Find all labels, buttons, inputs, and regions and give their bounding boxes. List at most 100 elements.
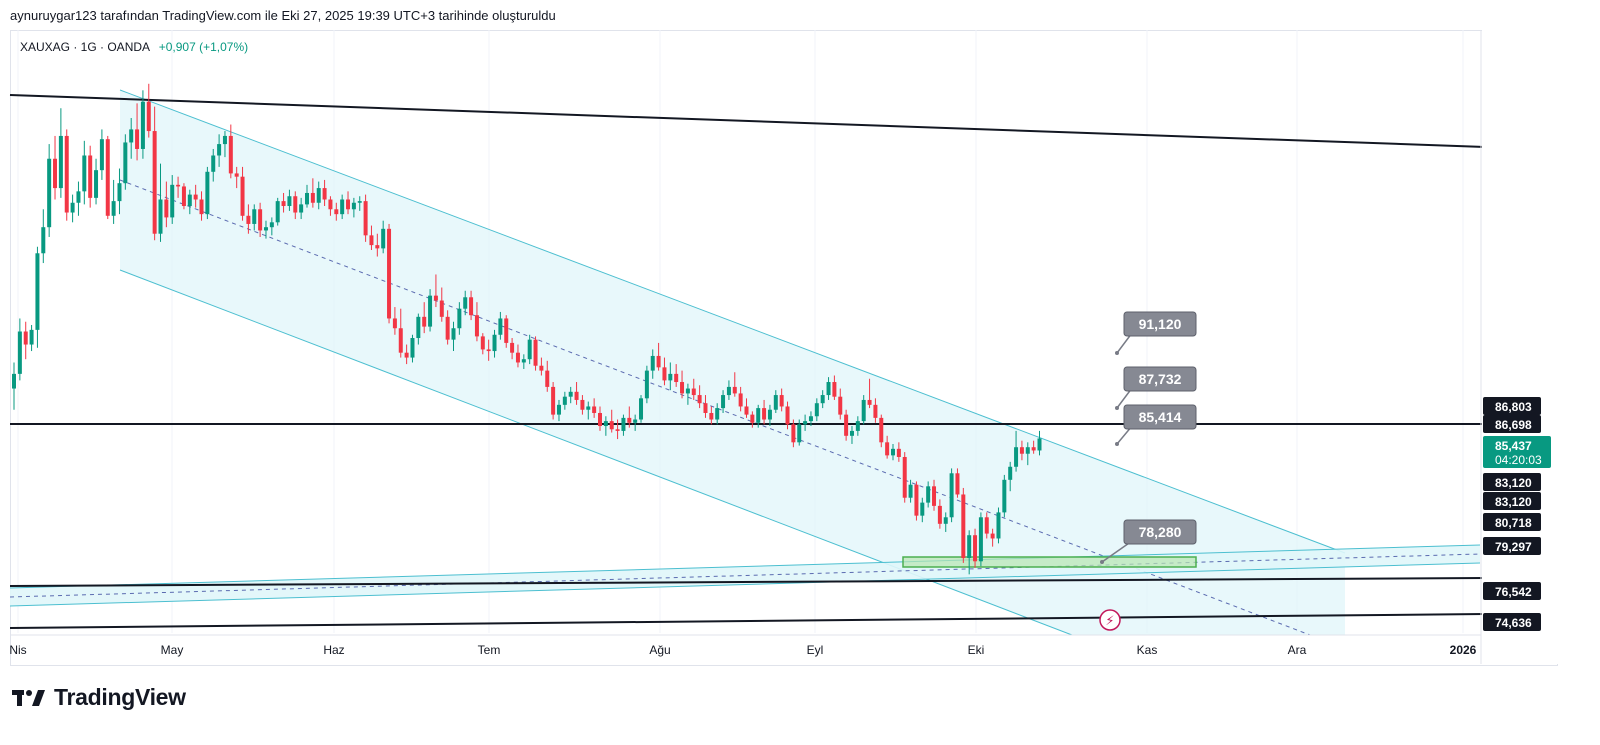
candle-body xyxy=(457,308,462,329)
candle xyxy=(199,191,204,221)
candle-body xyxy=(211,155,216,172)
candle xyxy=(791,419,796,448)
callout-anchor xyxy=(1115,406,1119,410)
candle xyxy=(849,426,854,444)
symbol-change: +0,907 (+1,07%) xyxy=(158,40,249,54)
candle xyxy=(832,375,837,400)
candle xyxy=(228,124,233,179)
candle xyxy=(873,398,878,423)
x-tick-label: Nis xyxy=(9,643,26,657)
candle-body xyxy=(721,395,726,409)
candle xyxy=(973,528,978,568)
candle xyxy=(310,178,315,208)
candle xyxy=(656,342,661,371)
candle xyxy=(187,189,192,215)
candle xyxy=(773,390,778,413)
candle xyxy=(164,181,169,228)
candle xyxy=(17,318,22,381)
candle-body xyxy=(281,201,286,207)
candle-body xyxy=(891,448,895,456)
candle-body xyxy=(533,339,538,366)
candle-body xyxy=(674,373,679,383)
rising-channel-median xyxy=(9,553,1481,598)
candle-body xyxy=(803,421,808,425)
candle xyxy=(398,308,403,358)
candle-body xyxy=(422,316,427,327)
candle xyxy=(53,135,58,200)
candle xyxy=(181,183,186,210)
x-tick-label: 2026 xyxy=(1450,643,1477,657)
candle-body xyxy=(105,139,110,216)
candle-body xyxy=(375,245,380,249)
candle xyxy=(351,197,356,218)
candle-body xyxy=(896,448,901,457)
candle-body xyxy=(363,201,368,236)
candle-body xyxy=(404,352,409,358)
candle-body xyxy=(709,412,714,420)
candle xyxy=(94,158,99,205)
candle xyxy=(99,129,104,180)
level-tag-label: 86,803 xyxy=(1495,400,1532,414)
candle-body xyxy=(527,339,532,360)
tradingview-logo-icon xyxy=(12,688,46,708)
candle-body xyxy=(123,142,128,184)
candle-body xyxy=(808,416,813,422)
candle xyxy=(234,166,239,189)
candle-body xyxy=(762,408,767,420)
candle-body xyxy=(574,391,579,400)
candle-body xyxy=(592,406,597,413)
candle-body xyxy=(855,421,860,431)
candle-body xyxy=(152,131,157,234)
candle xyxy=(908,479,913,503)
candle-body xyxy=(633,419,638,423)
candle-body xyxy=(1037,438,1042,451)
candle xyxy=(574,382,579,405)
candle xyxy=(603,416,608,436)
candle-body xyxy=(961,494,966,559)
candle xyxy=(252,204,257,231)
candle-body xyxy=(70,202,75,213)
candle xyxy=(152,106,157,241)
candle xyxy=(680,370,685,399)
candle xyxy=(715,403,720,425)
candle xyxy=(486,339,491,361)
candle-body xyxy=(680,382,685,394)
candle-body xyxy=(814,403,819,417)
candle xyxy=(598,406,602,431)
candle xyxy=(545,360,550,392)
candle xyxy=(914,481,919,521)
candle xyxy=(111,179,116,224)
callout-label: 85,414 xyxy=(1139,409,1182,425)
candle xyxy=(463,290,468,316)
tradingview-logo[interactable]: TradingView xyxy=(12,684,186,711)
level-tag-box xyxy=(1483,537,1541,555)
resistance-trendline xyxy=(9,94,1486,148)
candle xyxy=(984,512,989,539)
candle-body xyxy=(234,173,239,177)
candle-body xyxy=(767,409,772,420)
candle-body xyxy=(129,129,134,143)
candle xyxy=(193,184,198,208)
candle-body xyxy=(510,342,515,353)
callout-label: 91,120 xyxy=(1139,316,1182,332)
candle xyxy=(932,479,937,511)
x-tick-label: Ağu xyxy=(649,643,670,657)
candle xyxy=(668,362,673,391)
candle xyxy=(826,377,831,400)
candle xyxy=(76,181,81,216)
price-axis xyxy=(1482,30,1558,664)
level-tag-label: 76,542 xyxy=(1495,585,1532,599)
candle xyxy=(691,378,696,400)
candle-body xyxy=(1025,447,1030,454)
candle xyxy=(978,512,983,567)
candle-body xyxy=(293,196,298,213)
candle-body xyxy=(305,192,309,205)
level-tag-box xyxy=(1483,415,1541,433)
candle xyxy=(205,166,210,220)
level-tag-box xyxy=(1483,613,1541,631)
candle-body xyxy=(1008,466,1013,480)
callout-box xyxy=(1123,366,1197,392)
candle xyxy=(498,311,503,340)
level-tag-label: 83,120 xyxy=(1495,495,1532,509)
